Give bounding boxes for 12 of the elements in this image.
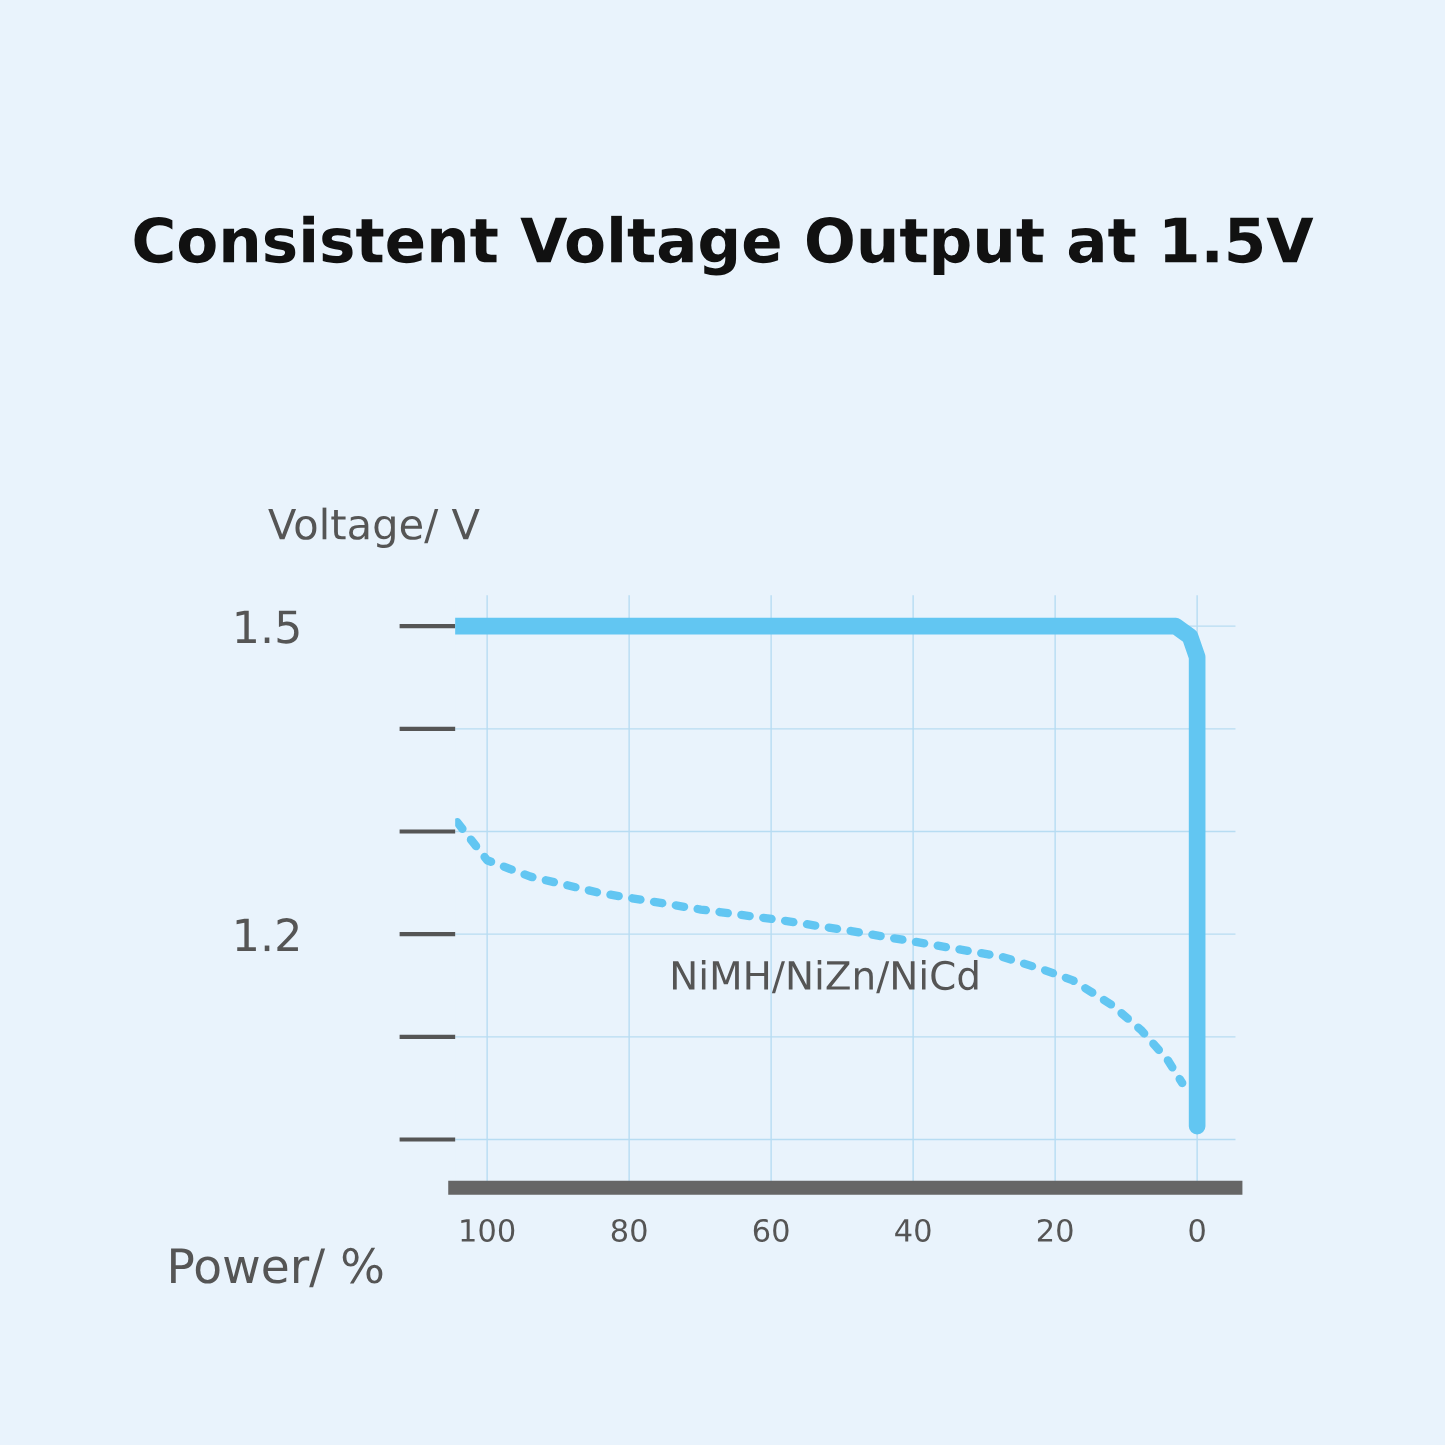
x-tick-label: 60	[753, 1218, 789, 1242]
x-tick-label: 100	[461, 1218, 515, 1242]
series-label: NiMH/NiZn/NiCd	[672, 960, 978, 994]
x-tick-label: 80	[611, 1218, 647, 1242]
y-tick-label: 1.2	[236, 918, 298, 952]
chart-title: Consistent Voltage Output at 1.5V	[134, 215, 1314, 276]
y-axis-title: Voltage/ V	[268, 507, 480, 548]
x-tick-label: 20	[1037, 1218, 1073, 1242]
x-tick-label: 40	[895, 1218, 931, 1242]
x-axis-title: Power/ %	[171, 1247, 383, 1288]
x-tick-label: 0	[1189, 1218, 1205, 1242]
y-tick-label: 1.5	[236, 610, 299, 644]
